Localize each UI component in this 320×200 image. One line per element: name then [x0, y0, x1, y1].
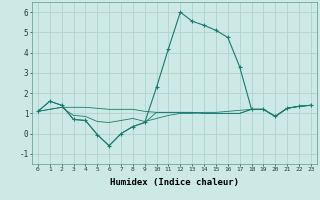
X-axis label: Humidex (Indice chaleur): Humidex (Indice chaleur) [110, 178, 239, 187]
